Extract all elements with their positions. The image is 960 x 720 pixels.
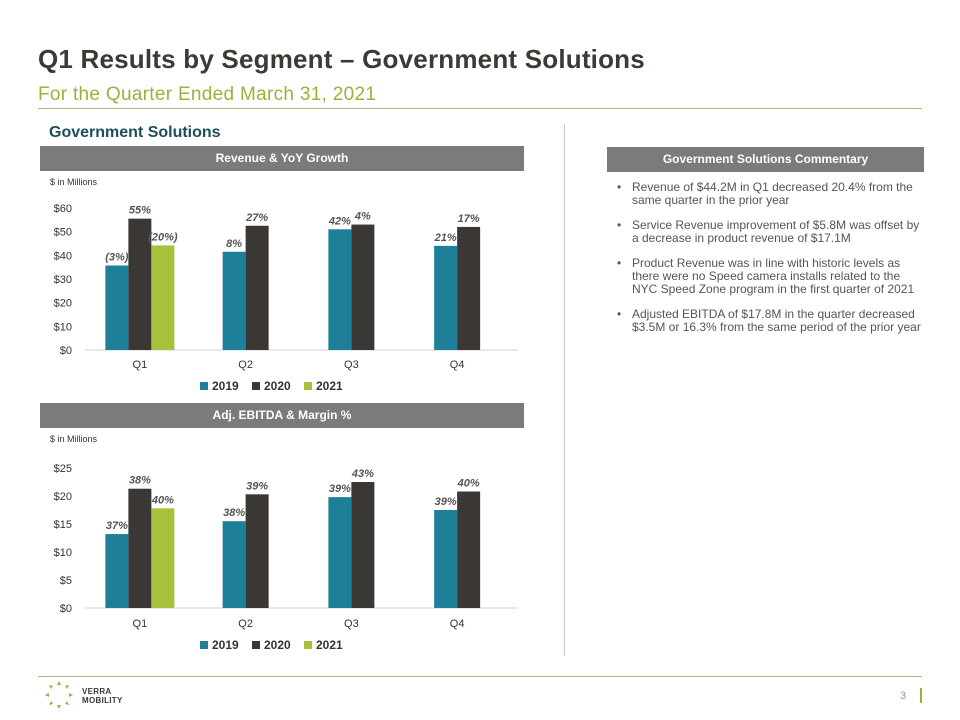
revenue-category-label: Q2	[238, 359, 253, 371]
ebitda-bar-2020-q3	[351, 482, 375, 608]
revenue-y-tick-label: $20	[54, 298, 72, 310]
ebitda-y-tick-label: $10	[54, 547, 72, 559]
commentary-item: • Product Revenue was in line with histor…	[617, 256, 915, 296]
revenue-y-tick-label: $30	[54, 274, 72, 286]
revenue-bar-2020-q4	[457, 226, 481, 350]
section-title: Government Solutions	[49, 124, 221, 141]
revenue-category-label: Q3	[344, 359, 359, 371]
ebitda-legend-label: 2019	[212, 638, 239, 652]
ebitda-legend-swatch	[252, 641, 260, 649]
revenue-legend-swatch	[304, 382, 312, 390]
column-divider	[564, 124, 565, 656]
revenue-bar-2020-q3	[351, 224, 375, 350]
ebitda-bar-2019-q1	[105, 534, 129, 608]
ebitda-legend-swatch	[304, 641, 312, 649]
ebitda-bar-2019-q3	[328, 497, 352, 608]
ebitda-bar-2019-q4	[434, 510, 458, 608]
ebitda-bar-2020-q2	[245, 494, 269, 608]
page-number: 3	[900, 690, 907, 702]
revenue-data-label: 27%	[245, 212, 268, 224]
ebitda-legend-label: 2021	[316, 638, 343, 652]
ebitda-chart-header: Adj. EBITDA & Margin %	[40, 403, 524, 428]
ebitda-data-label: 37%	[106, 520, 128, 532]
revenue-data-label: 21%	[434, 232, 457, 244]
ebitda-chart: $0$5$10$15$20$2537%38%40%Q138%39%Q239%43…	[54, 463, 518, 652]
commentary-item: • Service Revenue improvement of $5.8M wa…	[617, 218, 920, 245]
ebitda-bar-2019-q2	[222, 521, 246, 608]
revenue-chart-header: Revenue & YoY Growth	[40, 146, 524, 171]
revenue-bar-2019-q2	[222, 251, 246, 350]
ebitda-y-tick-label: $0	[60, 603, 72, 615]
revenue-bar-2019-q4	[434, 245, 458, 350]
revenue-category-label: Q1	[133, 359, 148, 371]
revenue-legend-swatch	[252, 382, 260, 390]
bullet-icon: •	[617, 218, 622, 232]
ebitda-data-label: 43%	[351, 468, 374, 480]
revenue-y-tick-label: $0	[60, 345, 72, 357]
revenue-data-label: (20%)	[148, 231, 178, 243]
revenue-bar-2020-q1	[128, 218, 152, 350]
revenue-category-label: Q4	[450, 359, 465, 371]
ebitda-y-tick-label: $25	[54, 463, 72, 475]
revenue-bar-2021-q1	[151, 245, 175, 350]
revenue-data-label: (3%)	[105, 252, 129, 264]
ebitda-bar-2021-q1	[151, 508, 175, 608]
ebitda-data-label: 38%	[223, 507, 245, 519]
ebitda-y-tick-label: $15	[54, 519, 72, 531]
bullet-icon: •	[617, 307, 622, 321]
commentary-panel: • Revenue of $44.2M in Q1 decreased 20.4%…	[614, 181, 924, 346]
ebitda-bar-2020-q4	[457, 491, 481, 608]
ebitda-data-label: 39%	[435, 496, 457, 508]
ebitda-category-label: Q4	[450, 618, 465, 630]
ebitda-units-note: $ in Millions	[50, 434, 98, 444]
commentary-item: • Revenue of $44.2M in Q1 decreased 20.4%…	[617, 180, 913, 207]
revenue-y-tick-label: $50	[54, 227, 72, 239]
revenue-data-label: 55%	[129, 205, 151, 217]
revenue-bar-2019-q1	[105, 265, 129, 350]
revenue-legend-label: 2021	[316, 379, 343, 393]
page-subtitle: For the Quarter Ended March 31, 2021	[38, 84, 377, 105]
commentary-item: • Adjusted EBITDA of $17.8M in the quarte…	[617, 307, 921, 334]
revenue-legend-label: 2020	[264, 379, 291, 393]
ebitda-legend-swatch	[200, 641, 208, 649]
ebitda-category-label: Q1	[133, 618, 148, 630]
revenue-bar-2020-q2	[245, 225, 269, 350]
top-divider	[38, 108, 922, 109]
revenue-legend-swatch	[200, 382, 208, 390]
revenue-bar-2019-q3	[328, 229, 352, 350]
bullet-icon: •	[617, 180, 622, 194]
verra-mobility-logo-icon	[45, 681, 73, 709]
page-number-accent	[920, 688, 922, 703]
ebitda-category-label: Q3	[344, 618, 359, 630]
revenue-y-tick-label: $40	[54, 250, 72, 262]
ebitda-y-tick-label: $5	[60, 575, 72, 587]
revenue-y-tick-label: $10	[54, 321, 72, 333]
ebitda-data-label: 39%	[246, 480, 268, 492]
ebitda-data-label: 38%	[129, 475, 151, 487]
page-title: Q1 Results by Segment – Government Solut…	[38, 44, 645, 74]
commentary-list: • Revenue of $44.2M in Q1 decreased 20.4%…	[614, 181, 924, 334]
ebitda-data-label: 40%	[457, 478, 480, 490]
revenue-data-label: 8%	[226, 238, 242, 250]
ebitda-data-label: 40%	[151, 494, 174, 506]
ebitda-data-label: 39%	[329, 483, 351, 495]
revenue-data-label: 4%	[354, 211, 371, 223]
ebitda-legend-label: 2020	[264, 638, 291, 652]
ebitda-category-label: Q2	[238, 618, 253, 630]
revenue-y-tick-label: $60	[54, 203, 72, 215]
bottom-divider	[38, 676, 922, 677]
ebitda-y-tick-label: $20	[54, 491, 72, 503]
ebitda-bar-2020-q1	[128, 488, 152, 608]
logo-text: VERRA MOBILITY	[82, 687, 123, 705]
revenue-data-label: 17%	[458, 213, 480, 225]
bullet-icon: •	[617, 256, 622, 270]
revenue-legend-label: 2019	[212, 379, 239, 393]
commentary-header: Government Solutions Commentary	[607, 147, 924, 172]
revenue-units-note: $ in Millions	[50, 177, 98, 187]
revenue-data-label: 42%	[328, 215, 351, 227]
revenue-chart: $0 $10 $20 $30 $40 $50 $60 (3%) 55% (20%) Q1 8% 27% Q…	[54, 203, 518, 393]
